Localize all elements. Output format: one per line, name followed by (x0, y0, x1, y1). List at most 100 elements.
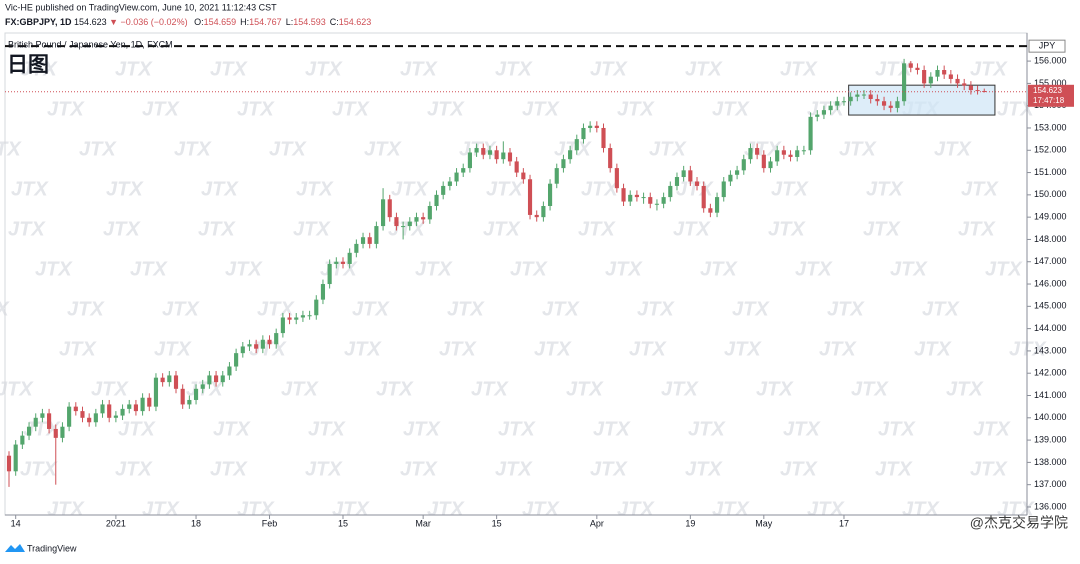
candle-body (902, 63, 907, 102)
candle-body (140, 397, 145, 412)
watermark: JTX (59, 338, 97, 360)
candle-body (681, 170, 686, 178)
watermark: JTX (566, 378, 604, 400)
watermark: JTX (47, 498, 85, 520)
candle-body (467, 152, 472, 169)
candle-body (234, 353, 239, 367)
watermark: JTX (376, 378, 414, 400)
y-tick-label: 144.000 (1034, 323, 1067, 333)
candle-body (280, 317, 285, 334)
x-tick-label: 19 (685, 518, 695, 528)
candle-body (568, 150, 573, 160)
watermark: JTX (617, 98, 655, 120)
candle-body (287, 317, 292, 320)
watermark: JTX (198, 218, 236, 240)
watermark: JTX (1009, 338, 1047, 360)
y-tick-label: 147.000 (1034, 256, 1067, 266)
x-tick-label: Mar (415, 518, 431, 528)
candle-body (254, 344, 259, 349)
candle-body (788, 154, 793, 157)
candle-body (120, 408, 125, 416)
candle-body (320, 284, 326, 300)
watermark: JTX (700, 258, 738, 280)
watermarks: JTX JTX JTX JTX JTX JTX JTX JTX JTX JTX JTX JTX JTX J… (0, 58, 1047, 520)
watermark: JTX (795, 258, 833, 280)
watermark: JTX (685, 458, 723, 480)
candle-body (267, 339, 272, 345)
candle-body (434, 194, 439, 207)
brand: TradingView (5, 543, 77, 553)
candle-body (521, 172, 526, 180)
candle-body (928, 76, 933, 84)
author-line: Vic-HE published on TradingView.com, Jun… (5, 2, 277, 12)
x-tick-label: 17 (839, 518, 849, 528)
candle-body (955, 78, 960, 84)
candle-body (841, 101, 847, 103)
ohlc: O:154.659 H:154.767 L:154.593 C:154.623 (194, 17, 371, 27)
y-tick-label: 143.000 (1034, 345, 1067, 355)
candle-body (180, 388, 185, 405)
watermark: JTX (510, 258, 548, 280)
candle-body (427, 206, 432, 220)
watermark: JTX (483, 218, 521, 240)
candle-body (614, 168, 619, 189)
watermark: JTX (780, 58, 818, 80)
watermark: JTX (878, 418, 916, 440)
watermark: JTX (593, 418, 631, 440)
watermark: JTX (201, 178, 239, 200)
candle-body (421, 217, 426, 220)
y-tick-label: 151.000 (1034, 167, 1067, 177)
watermark: JTX (332, 498, 370, 520)
candle-body (160, 377, 165, 383)
candle-body (868, 94, 873, 99)
ohlc-value: 154.593 (293, 17, 326, 27)
hline-label: JPY (1039, 41, 1056, 51)
x-tick-label: Apr (590, 518, 604, 528)
watermark: JTX (186, 378, 224, 400)
candle-body (588, 125, 593, 128)
watermark: JTX (768, 218, 806, 240)
y-tick-label: 152.000 (1034, 145, 1067, 155)
candle-body (153, 377, 159, 407)
y-tick-label: 140.000 (1034, 412, 1067, 422)
watermark: JTX (498, 418, 536, 440)
candle-body (574, 139, 579, 151)
watermark: JTX (783, 418, 821, 440)
watermark: JTX (35, 258, 73, 280)
candle-body (701, 185, 706, 209)
brand-text: TradingView (27, 543, 77, 553)
watermark: JTX (970, 458, 1008, 480)
watermark: JTX (934, 138, 972, 160)
candle-body (334, 261, 339, 264)
candle-body (340, 261, 346, 264)
candle-body (728, 174, 733, 182)
candle-body (534, 214, 539, 218)
watermark: JTX (875, 458, 913, 480)
ohlc-value: 154.623 (339, 17, 372, 27)
candle-body (621, 188, 626, 202)
candle-body (708, 208, 713, 213)
candle-body (26, 426, 32, 436)
watermark: JTX (495, 458, 533, 480)
watermark: JTX (400, 458, 438, 480)
watermark: JTX (47, 98, 85, 120)
candle-body (628, 194, 633, 202)
candle-body (300, 315, 305, 318)
watermark: JTX (863, 218, 901, 240)
watermark: JTX (819, 338, 857, 360)
candle-body (107, 404, 112, 418)
watermark: JTX (661, 378, 699, 400)
series-title: British Pound / Japanese Yen, 1D, FXCM (8, 39, 173, 49)
candle-body (13, 444, 18, 472)
watermark: JTX (427, 498, 465, 520)
watermark: JTX (118, 418, 156, 440)
watermark: JTX (400, 58, 438, 80)
candle-body (260, 339, 265, 349)
last-price: 154.623 (74, 17, 107, 27)
candle-body (962, 83, 967, 86)
watermark: JTX (637, 298, 675, 320)
watermark: JTX (807, 98, 845, 120)
watermark: JTX (130, 258, 168, 280)
candle-body (240, 346, 245, 354)
